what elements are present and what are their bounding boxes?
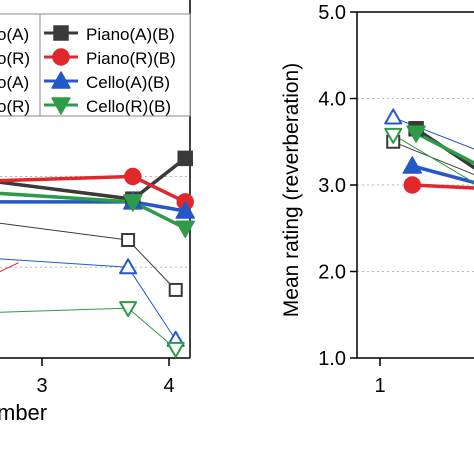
panel-a-point-series-6 bbox=[119, 258, 138, 275]
panel-a-point-cello-a-b bbox=[175, 201, 195, 219]
panel-a-line-series-7 bbox=[0, 307, 177, 350]
panel-a-x-tick-label: 3 bbox=[36, 375, 47, 397]
markers-layer bbox=[119, 108, 426, 358]
panel-b-point-series-2 bbox=[403, 176, 422, 194]
panel-a-x-tick-label: 4 bbox=[163, 375, 174, 397]
panel-a-legend-label: Cello(R)(B) bbox=[86, 97, 171, 116]
panel-b-y-tick-label: 5.0 bbox=[318, 2, 346, 24]
panel-b-line-series-6 bbox=[393, 117, 474, 150]
panel-a-line-series-6 bbox=[0, 258, 177, 341]
panel-a-point-piano-r-b bbox=[124, 167, 142, 186]
panel-a-point-cello-r-b bbox=[123, 194, 143, 212]
panel-b-y-tick-label: 3.0 bbox=[318, 175, 346, 197]
panel-a-legend-marker bbox=[51, 97, 71, 115]
panel-a-line-series-5 bbox=[0, 222, 177, 291]
panel-a-line-cello-a-b bbox=[0, 200, 186, 213]
panel-a-line-series-8 bbox=[0, 262, 19, 273]
text-layer: 3 4 mber 1.0 2.0 3.0 4.0 5.0 1 Mean rating (rever… bbox=[0, 2, 386, 425]
panel-a-legend-marker bbox=[52, 48, 70, 66]
panel-a-point-series-5 bbox=[121, 233, 136, 248]
panel-b-line-series-7 bbox=[392, 134, 474, 184]
panel-a-legend-marker bbox=[53, 25, 69, 41]
panel-a-legend-partial-label: o(R) bbox=[0, 49, 30, 68]
panel-a-legend-partial-label: o(R) bbox=[0, 97, 30, 116]
panel-b-y-axis-title: Mean rating (reverberation) bbox=[280, 63, 303, 317]
panel-a-x-axis-title: mber bbox=[0, 400, 47, 425]
panel-b-line-series-1 bbox=[415, 127, 474, 170]
panel-b-line-series-3 bbox=[411, 164, 474, 185]
panel-a-point-series-7 bbox=[166, 341, 185, 358]
panel-b-line-series-4 bbox=[415, 131, 474, 165]
panel-a-legend-box bbox=[0, 13, 191, 117]
series-lines-layer bbox=[0, 117, 474, 350]
panel-b-point-series-3 bbox=[402, 156, 423, 174]
panel-a-legend-partial-label: o(A) bbox=[0, 25, 29, 44]
panel-a-point-series-5 bbox=[168, 282, 183, 297]
panel-b-line-series-5 bbox=[393, 141, 474, 176]
panel-b-point-series-4 bbox=[406, 125, 426, 143]
panel-a-legend-label: Piano(A)(B) bbox=[86, 25, 175, 44]
panel-a-point-cello-r-b bbox=[175, 220, 195, 238]
panel-a-legend-partial-label: o(A) bbox=[0, 73, 29, 92]
panel-b-point-series-6 bbox=[384, 108, 403, 125]
panel-b-line-series-2 bbox=[412, 183, 474, 190]
legend-layer: o(A) Piano(A)(B) o(R) Piano(R)(B) o(A) Cello(… bbox=[0, 13, 191, 117]
panel-b-point-series-7 bbox=[384, 127, 403, 144]
panel-b-y-tick-label: 2.0 bbox=[318, 262, 346, 284]
panel-a-legend-label: Piano(R)(B) bbox=[86, 49, 176, 68]
panel-a-legend-label: Cello(A)(B) bbox=[86, 73, 170, 92]
panel-b-x-tick-label: 1 bbox=[374, 375, 385, 397]
panel-b-y-tick-label: 1.0 bbox=[318, 348, 346, 370]
panel-b-y-tick-label: 4.0 bbox=[318, 89, 346, 111]
panel-a-line-cello-r-b bbox=[0, 191, 186, 230]
panel-a-legend-marker bbox=[51, 71, 71, 89]
panel-a-point-series-7 bbox=[119, 301, 138, 318]
panel-a-point-piano-a-b bbox=[177, 150, 193, 167]
